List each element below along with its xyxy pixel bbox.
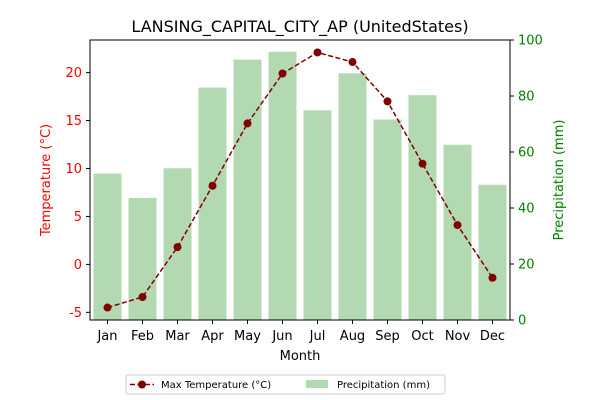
x-tick-label: Mar: [165, 329, 190, 344]
temperature-line: [107, 51, 494, 309]
legend: Max Temperature (°C) Precipitation (mm): [125, 374, 446, 395]
x-tick-label: Dec: [480, 329, 505, 344]
y-left-tick-label: 10: [65, 162, 82, 177]
x-axis: Jan Feb Mar Apr May Jun Jul Aug Sep Oct Nov Dec: [96, 320, 505, 344]
y-right-tick-label: 20: [518, 258, 535, 273]
precipitation-bar-feb: [128, 197, 157, 320]
y-right-tick-label: 40: [518, 202, 535, 217]
precipitation-bar-oct: [408, 95, 437, 320]
x-tick-label: Oct: [411, 329, 433, 344]
temperature-point-feb: [138, 292, 147, 301]
temperature-point-nov: [453, 221, 462, 230]
temperature-point-may: [243, 119, 252, 128]
temperature-point-jan: [103, 303, 112, 312]
temperature-point-jun: [278, 69, 287, 78]
precipitation-bar-jun: [268, 51, 297, 320]
right-y-axis-label: Precipitation (mm): [552, 120, 567, 241]
x-tick-label: Nov: [445, 329, 471, 344]
x-tick-label: Apr: [201, 329, 224, 344]
temperature-point-aug: [348, 58, 357, 67]
y-right-tick-label: 100: [518, 34, 543, 49]
precipitation-bar-apr: [198, 87, 227, 320]
y-left-tick-label: 20: [65, 66, 82, 81]
right-y-axis: 0 20 40 60 80 100: [510, 34, 543, 329]
legend-bar-swatch: [306, 380, 328, 388]
legend-marker-swatch: [138, 380, 146, 389]
y-right-tick-label: 0: [518, 314, 526, 329]
x-tick-label: Aug: [340, 329, 365, 344]
y-left-tick-label: 0: [74, 258, 82, 273]
precipitation-bar-may: [233, 59, 262, 320]
x-tick-label: Jul: [309, 329, 326, 344]
temperature-point-jul: [313, 48, 322, 57]
x-tick-label: May: [234, 329, 261, 344]
temperature-point-sep: [383, 97, 392, 106]
y-left-tick-label: 5: [74, 210, 82, 225]
y-right-tick-label: 80: [518, 90, 535, 105]
chart-title: LANSING_CAPITAL_CITY_AP (UnitedStates): [131, 17, 468, 37]
temperature-point-oct: [418, 159, 427, 168]
bars-group: [93, 51, 507, 321]
left-y-axis-label: Temperature (°C): [39, 124, 54, 237]
precipitation-bar-aug: [338, 73, 367, 320]
y-right-tick-label: 60: [518, 146, 535, 161]
y-left-tick-label: 15: [65, 114, 82, 129]
x-tick-label: Jan: [96, 329, 117, 344]
temperature-point-mar: [173, 243, 182, 252]
plot-frame: [89, 39, 511, 321]
x-axis-label: Month: [280, 349, 321, 364]
temperature-line-group: [103, 48, 497, 312]
legend-label-precipitation: Precipitation (mm): [337, 380, 430, 391]
precipitation-bar-jul: [303, 110, 332, 320]
precipitation-bar-nov: [443, 144, 472, 320]
precipitation-bar-sep: [373, 119, 402, 321]
x-tick-label: Sep: [375, 329, 400, 344]
y-left-tick-label: -5: [69, 306, 82, 321]
legend-box: [125, 374, 446, 395]
left-y-axis: -5 0 5 10 15 20: [65, 66, 90, 321]
x-tick-label: Jun: [271, 329, 292, 344]
x-tick-label: Feb: [131, 329, 154, 344]
legend-label-temperature: Max Temperature (°C): [161, 380, 271, 391]
precipitation-bar-dec: [478, 184, 507, 320]
temperature-point-apr: [208, 181, 217, 190]
temperature-point-dec: [488, 273, 497, 282]
precipitation-bar-jan: [93, 173, 122, 320]
